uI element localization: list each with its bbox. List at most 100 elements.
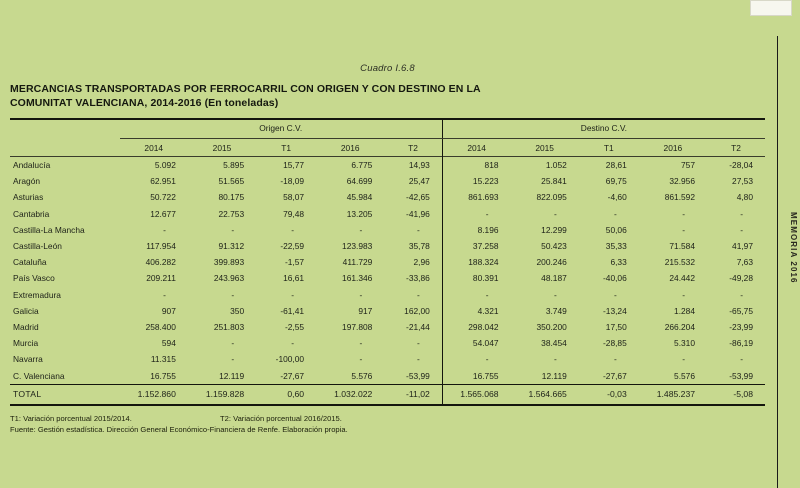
cell-origen-t2: 2,96 [413,257,430,268]
cell-destino-t2: -49,28 [729,273,753,284]
footnote-source: Fuente: Gestión estadística. Dirección G… [10,425,348,435]
cell-origen-2015: - [231,338,235,349]
table-row: Andalucía 5.092 5.895 15,77 6.775 14,93 818 1.0… [10,156,765,174]
cell-origen-t2: -41,96 [406,208,430,219]
cell-origen-2014: 12.677 [150,208,176,219]
cell-destino-t1: -13,24 [603,305,627,316]
table-row: Cantabria 12.677 22.753 79,48 13.205 -41,96- -… [10,205,765,222]
cell-origen-2015: 5.895 [223,160,245,171]
cell-destino-t1: -4,60 [607,192,627,203]
cell-destino-2015: 38.454 [541,338,567,349]
cell-destino-2014: 15.223 [441,173,511,190]
cell-origen-t1: - [291,289,295,300]
cell-destino-2016: 215.532 [664,257,695,268]
cell-origen-2015: 399.893 [213,257,245,268]
cell-origen-2015: - [231,354,235,365]
cell-origen-2014: 209.211 [146,273,176,284]
cell-destino-2014: 8.196 [441,221,511,238]
cell-origen-t2: -53,99 [406,370,430,381]
cell-origen-t2: -42,65 [406,192,430,203]
table-foot: TOTAL 1.152.860 1.159.828 0,60 1.032.022… [10,383,765,406]
table-body: Andalucía 5.092 5.895 15,77 6.775 14,93 818 1.0… [10,156,765,385]
table-column-header-row: 2014 2015 T1 2016 T2 2014 2015 T1 2016 T… [10,138,765,157]
cell-origen-2014: - [163,289,166,300]
page-title: MERCANCIAS TRANSPORTADAS POR FERROCARRIL… [10,83,570,110]
cell-destino-2015: 350.200 [536,321,567,332]
cell-destino-t1: 17,50 [605,321,627,332]
cell-origen-t1: -1,57 [284,257,305,268]
row-region-label: Asturias [13,192,44,203]
cell-destino-2015: 1.052 [545,160,567,171]
cell-destino-t2: -28,04 [729,160,753,171]
column-header-region [10,139,120,157]
cell-origen-2014: 5.092 [154,160,176,171]
freight-statistics-table: Origen C.V. Destino C.V. 2014 2015 T1 20… [10,118,765,406]
table-row: Navarra 11.315 - -100,00 - - - - - - - [10,351,765,368]
column-header-origen-2016: 2016 [340,142,360,153]
cell-origen-t2: - [416,224,420,235]
cell-destino-2014: 4.321 [441,302,511,319]
cell-destino-2014: 37.258 [441,237,511,255]
cell-destino-2015: 48.187 [541,273,567,284]
cell-destino-2014: 54.047 [441,335,511,352]
cell-origen-2016: 13.205 [346,208,373,219]
cell-origen-2014: 594 [161,338,176,349]
group-header-destino: Destino C.V. [441,118,765,139]
column-header-origen-2014: 2014 [144,142,164,153]
cell-origen-2015: 12.119 [219,370,245,381]
cell-origen-2015: 51.565 [218,176,245,187]
cell-destino-2015: - [553,354,557,365]
table-row: Castilla-La Mancha - - - - - 8.196 12.299 50,06 -… [10,221,765,238]
table-row: País Vasco 209.211 243.963 16,61 161.346 -33,… [10,270,765,287]
cell-destino-2014: 298.042 [441,318,511,336]
cell-destino-2014: 80.391 [441,270,511,287]
cell-origen-2015: 350 [230,305,245,316]
column-header-origen-t2: T2 [408,142,418,153]
total-destino-t2: -5,08 [707,383,765,406]
cell-origen-t1: - [291,224,295,235]
total-origen-t1: 0,60 [256,383,317,406]
cell-destino-t1: - [613,289,617,300]
cell-destino-t2: -23,99 [729,321,753,332]
cell-destino-2015: 50.423 [541,241,567,252]
cell-destino-2014: - [441,205,511,222]
cell-origen-t1: -100,00 [275,354,305,365]
cell-origen-t2: - [416,338,420,349]
cell-destino-2016: - [682,354,685,365]
cell-destino-t2: - [740,208,743,219]
cell-destino-2014: 188.324 [441,254,511,271]
cell-origen-2016: 6.775 [351,160,373,171]
cell-origen-2014: 406.282 [145,257,176,268]
cell-origen-2014: 16.755 [150,370,176,381]
cell-destino-2015: 3.749 [545,305,567,316]
cell-destino-2016: 5.310 [674,338,695,349]
cell-destino-t1: 28,61 [605,160,627,171]
cell-origen-2016: 161.346 [342,273,373,284]
table-row: Madrid 258.400 251.803 -2,55 197.808 -21,44 29… [10,318,765,336]
footnote-t2: T2: Variación porcentual 2016/2015. [220,413,342,423]
cell-origen-2014: 907 [161,305,176,316]
footnote-variation-line: T1: Variación porcentual 2015/2014. T2: … [10,413,765,425]
cell-destino-2015: - [553,208,557,219]
cell-destino-2016: 1.284 [674,305,695,316]
table-row: C. Valenciana 16.755 12.119 -27,67 5.576 -53,… [10,367,765,385]
cell-destino-t1: - [613,354,617,365]
cell-destino-t2: -53,99 [729,370,753,381]
cell-destino-t2: 41,97 [732,241,753,252]
cell-destino-2016: 5.576 [674,370,695,381]
cell-origen-2015: 80.175 [218,192,245,203]
cell-origen-2016: 123.983 [342,241,373,252]
cell-destino-t1: 35,33 [605,241,627,252]
page-title-line2: COMUNITAT VALENCIANA, 2014-2016 (En tone… [10,96,279,109]
cuadro-number: Cuadro I.6.8 [360,63,415,74]
cell-origen-2016: 45.984 [346,192,373,203]
cell-origen-2015: 251.803 [213,321,245,332]
memoria-side-label: MEMORIA 2016 [789,212,798,284]
cell-destino-2016: 32.956 [669,176,695,187]
column-header-destino-t1: T1 [603,142,614,153]
total-destino-2015: 1.564.665 [510,383,579,406]
total-origen-2016: 1.032.022 [316,383,385,406]
cell-destino-t2: - [740,224,743,235]
row-region-label: Extremadura [13,289,61,300]
cell-destino-2016: - [682,224,685,235]
